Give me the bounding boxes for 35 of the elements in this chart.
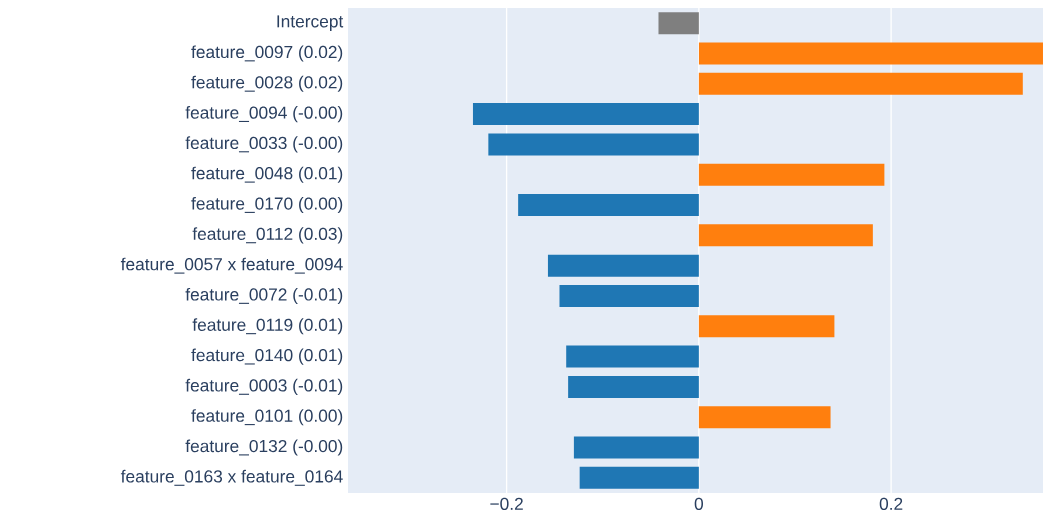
y-tick-label: feature_0094 (-0.00)	[185, 106, 343, 123]
y-tick-label: feature_0097 (0.02)	[191, 45, 343, 62]
bar	[698, 163, 885, 186]
y-tick-label: feature_0057 x feature_0094	[120, 257, 343, 274]
y-tick-label: feature_0132 (-0.00)	[185, 439, 343, 456]
bar	[698, 72, 1023, 95]
y-tick-label: Intercept	[277, 15, 344, 31]
y-tick-label: feature_0163 x feature_0164	[120, 469, 343, 486]
y-tick-label: feature_0101 (0.00)	[191, 409, 343, 426]
bar	[488, 133, 699, 156]
x-tick-label: −0.2	[490, 497, 523, 510]
bar	[658, 12, 699, 35]
y-tick-label: feature_0072 (-0.01)	[185, 287, 343, 305]
y-tick-label: feature_0170 (0.00)	[191, 196, 343, 214]
bar	[579, 466, 699, 489]
bar	[698, 224, 873, 247]
x-tick-label: 0.2	[879, 497, 903, 510]
x-tick-label: 0	[694, 497, 704, 510]
y-tick-label: feature_0112 (0.03)	[192, 227, 343, 244]
bar	[573, 436, 699, 459]
bar	[518, 194, 699, 217]
bar	[547, 254, 699, 277]
bar	[559, 284, 699, 307]
y-tick-label: feature_0119 (0.01)	[192, 318, 343, 335]
bar	[566, 345, 699, 368]
y-tick-label: feature_0003 (-0.01)	[185, 378, 343, 395]
y-tick-label: feature_0048 (0.01)	[191, 166, 343, 183]
bar	[472, 103, 699, 126]
bar	[698, 42, 1043, 65]
bar	[698, 315, 835, 338]
y-tick-label: feature_0033 (-0.00)	[185, 136, 343, 153]
bar	[568, 375, 699, 398]
y-tick-label: feature_0028 (0.02)	[191, 75, 343, 92]
bar	[698, 406, 831, 429]
y-tick-label: feature_0140 (0.01)	[191, 348, 343, 365]
